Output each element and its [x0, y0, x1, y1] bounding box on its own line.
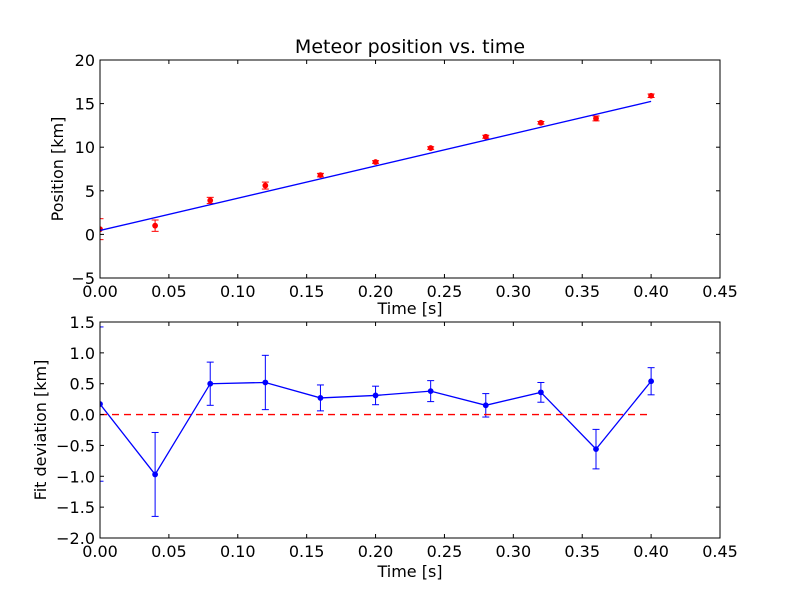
- data-point: [648, 378, 655, 385]
- x-tick-label: 0.45: [702, 542, 738, 561]
- x-tick-label: 0.15: [289, 282, 325, 301]
- x-tick-label: 0.30: [496, 282, 532, 301]
- y-tick-label: −2.0: [56, 529, 95, 548]
- x-tick-label: 0.25: [427, 282, 463, 301]
- y-axis-label: Position [km]: [48, 117, 67, 222]
- data-point: [262, 182, 269, 189]
- data-point: [648, 92, 655, 99]
- position-panel: Meteor position vs. time Time [s] Positi…: [48, 36, 738, 318]
- x-axis-label: Time [s]: [376, 562, 442, 581]
- x-tick-label: 0.10: [220, 282, 256, 301]
- y-tick-label: −1.0: [56, 467, 95, 486]
- y-tick-label: 1.5: [70, 313, 95, 332]
- data-point: [427, 145, 434, 151]
- data-point: [482, 402, 489, 409]
- y-tick-label: −1.5: [56, 498, 95, 517]
- data-point: [593, 446, 599, 453]
- x-tick-label: 0.35: [564, 542, 600, 561]
- data-point: [372, 392, 379, 399]
- y-tick-label: −5: [71, 269, 95, 288]
- x-tick-label: 0.35: [564, 282, 600, 301]
- x-tick-label: 0.25: [427, 542, 463, 561]
- x-tick-label: 0.05: [151, 542, 187, 561]
- data-point: [207, 380, 214, 387]
- y-tick-label: 0.5: [70, 375, 95, 394]
- data-point: [537, 389, 544, 396]
- deviation-panel: Time [s] Fit deviation [km] 0.00 0.05 0.10…: [31, 313, 738, 581]
- x-tick-label: 0.40: [633, 542, 669, 561]
- data-point: [317, 395, 324, 401]
- y-tick-label: 20: [75, 51, 95, 70]
- x-axis-label: Time [s]: [376, 299, 442, 318]
- y-tick-label: −0.5: [56, 436, 95, 455]
- data-point: [537, 119, 544, 126]
- x-tick-label: 0.15: [289, 542, 325, 561]
- data-point: [372, 159, 379, 165]
- data-point: [317, 172, 324, 179]
- y-tick-label: 10: [75, 138, 95, 157]
- x-tick-label: 0.40: [633, 282, 669, 301]
- x-tick-label: 0.00: [82, 282, 118, 301]
- x-tick-label: 0.20: [358, 282, 394, 301]
- y-tick-label: 1.0: [70, 344, 95, 363]
- data-point: [100, 401, 103, 407]
- data-point: [262, 379, 269, 386]
- x-tick-label: 0.05: [151, 282, 187, 301]
- data-point: [207, 197, 214, 204]
- y-tick-label: 0.0: [70, 406, 95, 425]
- data-point: [482, 133, 489, 140]
- x-tick-label: 0.20: [358, 542, 394, 561]
- data-point: [152, 222, 159, 229]
- axes-frame: [99, 59, 721, 279]
- plot-area: [100, 92, 655, 241]
- x-tick-label: 0.10: [220, 542, 256, 561]
- x-tick-label: 0.30: [496, 542, 532, 561]
- data-point: [427, 388, 434, 395]
- data-point: [152, 471, 159, 478]
- chart-title: Meteor position vs. time: [295, 36, 525, 58]
- y-tick-label: 0: [85, 225, 95, 244]
- fit-line: [100, 100, 652, 232]
- y-tick-label: 15: [75, 95, 95, 114]
- y-axis-label: Fit deviation [km]: [31, 360, 50, 501]
- axes-frame: [99, 321, 721, 539]
- data-point: [593, 115, 599, 122]
- x-tick-label: 0.00: [82, 542, 118, 561]
- y-tick-label: 5: [85, 182, 95, 201]
- x-tick-label: 0.45: [702, 282, 738, 301]
- plot-area: [100, 326, 655, 517]
